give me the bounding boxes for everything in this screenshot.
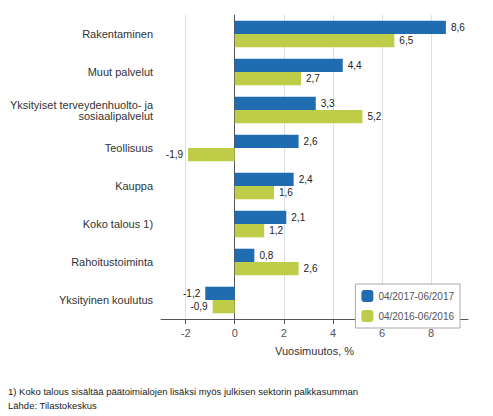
svg-text:2,4: 2,4 [299,174,313,185]
svg-text:04/2017-06/2017: 04/2017-06/2017 [378,291,454,302]
svg-text:Lähde: Tilastokeskus: Lähde: Tilastokeskus [8,400,97,411]
svg-text:2,6: 2,6 [304,136,318,147]
svg-text:1,2: 1,2 [269,225,283,236]
svg-text:-2: -2 [181,327,191,339]
svg-text:Muut palvelut: Muut palvelut [88,66,153,78]
svg-text:04/2016-06/2016: 04/2016-06/2016 [378,311,454,322]
svg-text:Teollisuus: Teollisuus [105,142,154,154]
svg-text:Kauppa: Kauppa [115,180,154,192]
svg-text:Koko talous 1): Koko talous 1) [83,218,153,230]
svg-text:8,6: 8,6 [451,22,465,33]
svg-text:8: 8 [428,326,435,339]
svg-text:sosiaalipalvelut: sosiaalipalvelut [78,110,153,122]
svg-text:6: 6 [379,326,386,339]
svg-text:Rahoitustoiminta: Rahoitustoiminta [71,256,154,268]
svg-text:2,7: 2,7 [306,73,320,84]
svg-text:0,8: 0,8 [259,250,273,261]
svg-text:6,5: 6,5 [399,35,413,46]
svg-text:3,3: 3,3 [321,98,335,109]
svg-text:1,6: 1,6 [279,187,293,198]
svg-text:-0,9: -0,9 [190,301,208,312]
svg-text:2,1: 2,1 [291,212,305,223]
svg-text:4,4: 4,4 [348,60,362,71]
svg-text:5,2: 5,2 [367,111,381,122]
svg-text:4: 4 [330,327,336,339]
svg-text:-1,9: -1,9 [166,149,184,160]
svg-text:0: 0 [232,327,238,339]
svg-text:Rakentaminen: Rakentaminen [82,28,153,40]
svg-text:-1,2: -1,2 [183,288,201,299]
svg-text:Vuosimuutos, %: Vuosimuutos, % [275,345,354,357]
svg-text:2,6: 2,6 [304,263,318,274]
svg-text:Yksityiset terveydenhuolto- ja: Yksityiset terveydenhuolto- ja [10,98,154,111]
svg-text:Yksityinen koulutus: Yksityinen koulutus [59,294,154,306]
svg-text:1) Koko talous sisältää päätoi: 1) Koko talous sisältää päätoimialojen l… [8,386,358,397]
svg-text:2: 2 [281,327,287,339]
